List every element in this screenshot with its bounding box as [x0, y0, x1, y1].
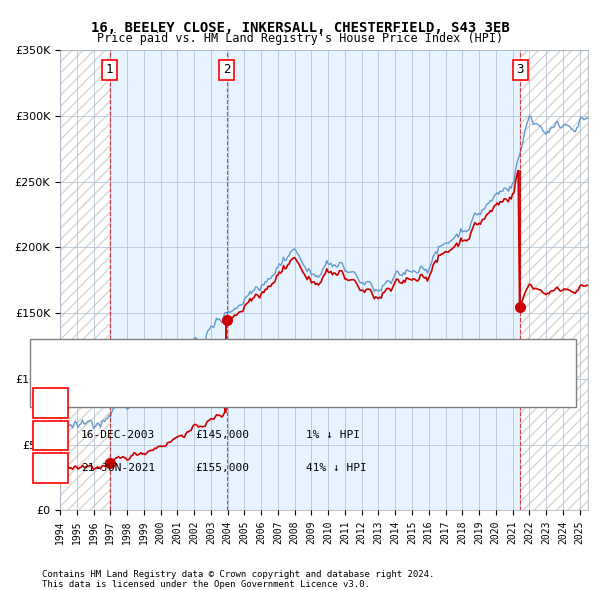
Text: 2: 2 [47, 431, 54, 440]
Text: HPI: Average price, detached house, Chesterfield: HPI: Average price, detached house, Ches… [87, 385, 369, 394]
Text: 3: 3 [47, 463, 54, 473]
Text: Price paid vs. HM Land Registry's House Price Index (HPI): Price paid vs. HM Land Registry's House … [97, 32, 503, 45]
Text: 1: 1 [47, 398, 54, 408]
Text: 1: 1 [106, 63, 113, 76]
Text: This data is licensed under the Open Government Licence v3.0.: This data is licensed under the Open Gov… [42, 579, 370, 589]
Text: 16, BEELEY CLOSE, INKERSALL, CHESTERFIELD, S43 3EB (detached house): 16, BEELEY CLOSE, INKERSALL, CHESTERFIEL… [87, 363, 481, 372]
Text: 16-DEC-2003: 16-DEC-2003 [81, 431, 155, 440]
Bar [60, 50, 110, 510]
Bar [110, 50, 520, 510]
Text: 46% ↓ HPI: 46% ↓ HPI [306, 398, 367, 408]
Text: 41% ↓ HPI: 41% ↓ HPI [306, 463, 367, 473]
Text: ——: —— [54, 360, 85, 375]
Text: ——: —— [54, 382, 85, 397]
Text: 16, BEELEY CLOSE, INKERSALL, CHESTERFIELD, S43 3EB: 16, BEELEY CLOSE, INKERSALL, CHESTERFIEL… [91, 21, 509, 35]
Text: 20-DEC-1996: 20-DEC-1996 [81, 398, 155, 408]
Text: Contains HM Land Registry data © Crown copyright and database right 2024.: Contains HM Land Registry data © Crown c… [42, 570, 434, 579]
Bar [520, 50, 588, 510]
Text: £155,000: £155,000 [195, 463, 249, 473]
Text: 21-JUN-2021: 21-JUN-2021 [81, 463, 155, 473]
Text: £145,000: £145,000 [195, 431, 249, 440]
Text: 1% ↓ HPI: 1% ↓ HPI [306, 431, 360, 440]
Text: 2: 2 [223, 63, 230, 76]
Text: 3: 3 [517, 63, 524, 76]
Text: £36,000: £36,000 [195, 398, 242, 408]
